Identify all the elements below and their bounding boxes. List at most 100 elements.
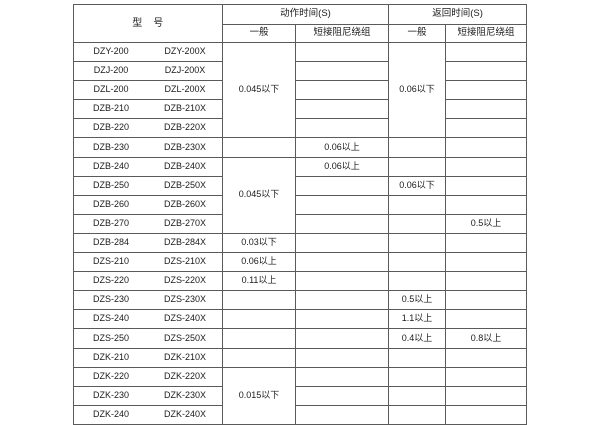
cell-return-general <box>388 232 447 254</box>
cell-return-general: 0.06以下 <box>388 41 447 139</box>
model-code-base: DZJ-200 <box>93 65 129 76</box>
model-code-variant: DZB-260X <box>163 198 207 209</box>
model-code-base: DZS-210 <box>92 256 129 267</box>
cell-operate-shorted-damping <box>294 290 390 311</box>
cell-return-shorted-damping <box>445 404 528 425</box>
model-code-variant: DZB-210X <box>163 103 207 114</box>
model-code-variant: DZL-200X <box>164 84 206 95</box>
cell-return-general <box>388 213 447 234</box>
cell-return-shorted-damping <box>445 252 528 273</box>
column-header-operate-general: 一般 <box>222 24 296 43</box>
model-code-base: DZS-250 <box>92 332 129 343</box>
cell-model: DZB-260 DZB-260X <box>73 194 223 215</box>
cell-operate-general: 0.045以下 <box>222 156 296 234</box>
cell-return-shorted-damping <box>445 271 528 292</box>
model-code-variant: DZY-200X <box>164 46 206 57</box>
table-row: DZL-200 DZL-200X <box>73 80 528 101</box>
table-row: DZB-270 DZB-270X 0.5以上 <box>73 213 528 234</box>
cell-operate-shorted-damping <box>294 252 390 273</box>
cell-operate-shorted-damping <box>294 41 390 63</box>
model-code-base: DZK-220 <box>92 370 129 381</box>
cell-operate-general <box>222 309 296 330</box>
model-code-base: DZB-220 <box>92 122 129 133</box>
model-code-variant: DZK-240X <box>163 408 207 419</box>
cell-model: DZB-250 DZB-250X <box>73 175 223 196</box>
model-code-variant: DZB-220X <box>163 122 207 133</box>
cell-model: DZL-200 DZL-200X <box>73 80 223 101</box>
column-header-return-shorted-damping: 短接阻尼绕组 <box>445 24 528 43</box>
cell-return-shorted-damping: 0.8以上 <box>445 328 528 349</box>
cell-operate-shorted-damping <box>294 99 390 120</box>
table-body: DZY-200 DZY-200X 0.045以下 0.06以下 DZJ-200 DZJ-2… <box>73 41 528 425</box>
model-code-base: DZB-210 <box>92 103 129 114</box>
table-row: DZB-220 DZB-220X <box>73 118 528 139</box>
cell-operate-general: 0.11以上 <box>222 271 296 292</box>
cell-model: DZS-220 DZS-220X <box>73 271 223 292</box>
table-row: DZB-284 DZB-284X 0.03以下 <box>73 232 528 254</box>
model-code-variant: DZK-210X <box>163 351 207 362</box>
cell-model: DZB-230 DZB-230X <box>73 137 223 158</box>
table-row: DZS-240 DZS-240X 1.1以上 <box>73 309 528 330</box>
model-code-variant: DZS-250X <box>163 332 207 343</box>
model-code-variant: DZS-220X <box>163 275 207 286</box>
model-code-variant: DZJ-200X <box>164 65 206 76</box>
cell-model: DZB-284 DZB-284X <box>73 232 223 254</box>
table-row: DZB-260 DZB-260X <box>73 194 528 215</box>
table-row: DZB-250 DZB-250X 0.06以下 <box>73 175 528 196</box>
cell-return-shorted-damping: 0.5以上 <box>445 213 528 234</box>
cell-return-general: 0.4以上 <box>388 328 447 349</box>
cell-return-shorted-damping <box>445 194 528 215</box>
cell-operate-shorted-damping <box>294 347 390 368</box>
cell-return-shorted-damping <box>445 347 528 368</box>
cell-operate-shorted-damping: 0.06以上 <box>294 137 390 158</box>
table-row: DZK-220 DZK-220X 0.015以下 <box>73 366 528 425</box>
cell-return-general <box>388 347 447 368</box>
model-code-variant: DZK-230X <box>163 389 207 400</box>
cell-model: DZS-210 DZS-210X <box>73 252 223 273</box>
cell-model: DZJ-200 DZJ-200X <box>73 61 223 82</box>
cell-return-shorted-damping <box>445 99 528 120</box>
model-code-variant: DZS-230X <box>163 294 207 305</box>
table-row: DZB-230 DZB-230X 0.06以上 <box>73 137 528 158</box>
cell-operate-shorted-damping <box>294 175 390 196</box>
model-code-base: DZS-220 <box>92 275 129 286</box>
cell-return-shorted-damping <box>445 118 528 139</box>
table-row: DZS-220 DZS-220X 0.11以上 <box>73 271 528 292</box>
model-code-base: DZS-240 <box>92 313 129 324</box>
column-header-operate-shorted-damping: 短接阻尼绕组 <box>294 24 390 43</box>
column-header-model: 型 号 <box>73 4 223 43</box>
cell-return-shorted-damping <box>445 290 528 311</box>
cell-operate-shorted-damping <box>294 232 390 254</box>
cell-operate-shorted-damping <box>294 366 390 387</box>
model-code-base: DZB-250 <box>92 179 129 190</box>
cell-model: DZB-220 DZB-220X <box>73 118 223 139</box>
cell-model: DZK-210 DZK-210X <box>73 347 223 368</box>
cell-operate-general: 0.045以下 <box>222 41 296 139</box>
model-code-variant: DZB-270X <box>163 217 207 228</box>
cell-model: DZK-240 DZK-240X <box>73 404 223 425</box>
table-row: DZS-250 DZS-250X 0.4以上 0.8以上 <box>73 328 528 349</box>
cell-return-general <box>388 194 447 215</box>
cell-operate-general <box>222 328 296 349</box>
cell-operate-shorted-damping <box>294 404 390 425</box>
cell-model: DZK-220 DZK-220X <box>73 366 223 387</box>
column-header-return-general: 一般 <box>388 24 447 43</box>
cell-operate-shorted-damping <box>294 118 390 139</box>
cell-model: DZB-240 DZB-240X <box>73 156 223 177</box>
cell-operate-shorted-damping <box>294 80 390 101</box>
cell-model: DZS-250 DZS-250X <box>73 328 223 349</box>
relay-timing-spec-table: 型 号 动作时间(S) 返回时间(S) 一般 短接阻尼绕组 一般 短接阻尼绕组 … <box>73 4 528 425</box>
column-header-operate-time: 动作时间(S) <box>221 4 390 25</box>
cell-return-general <box>388 252 447 273</box>
cell-operate-general: 0.06以上 <box>222 252 296 273</box>
cell-operate-general: 0.03以下 <box>222 232 296 254</box>
cell-return-general: 0.06以下 <box>388 175 447 196</box>
model-code-base: DZL-200 <box>93 84 129 95</box>
model-code-base: DZK-230 <box>92 389 129 400</box>
model-code-variant: DZB-250X <box>163 179 207 190</box>
cell-return-general: 1.1以上 <box>388 309 447 330</box>
model-code-base: DZS-230 <box>92 294 129 305</box>
table-row: DZY-200 DZY-200X 0.045以下 0.06以下 <box>73 41 528 139</box>
model-code-base: DZB-230 <box>92 141 129 152</box>
cell-operate-shorted-damping <box>294 328 390 349</box>
